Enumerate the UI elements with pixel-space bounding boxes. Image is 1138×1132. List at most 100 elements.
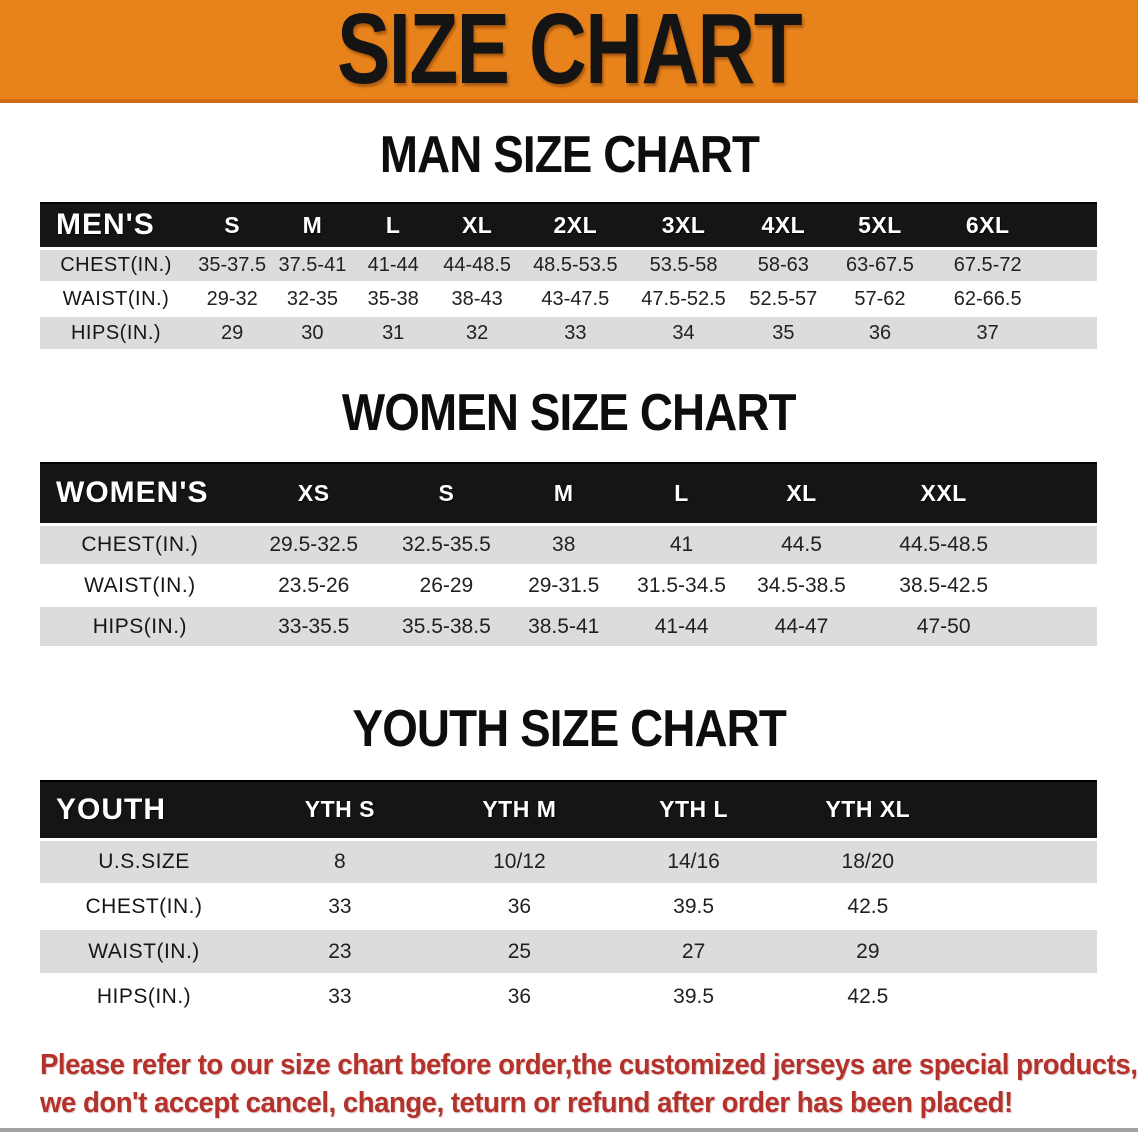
size-value: 38-43 — [433, 282, 521, 317]
size-value: 36 — [829, 316, 931, 351]
size-value: 44-48.5 — [433, 248, 521, 283]
women-group-label: WOMEN'S — [40, 463, 240, 526]
size-value: 52.5-57 — [736, 282, 830, 317]
youth-row-waist-in: WAIST(IN.) 23 25 27 29 — [40, 929, 1097, 975]
women-size-table-wrap: WOMEN'S XS S M L XL XXL CHEST(IN.) 29.5-32.5 32.5… — [40, 462, 1097, 648]
youth-column-header-yth-m: YTH M — [431, 781, 608, 841]
size-value: 57-62 — [829, 282, 931, 317]
size-value: 43-47.5 — [520, 282, 631, 317]
size-value: 36 — [431, 974, 608, 1020]
men-column-header-s: S — [192, 203, 273, 250]
women-header-row: WOMEN'S XS S M L XL XXL — [40, 463, 1097, 526]
women-section-heading: WOMEN SIZE CHART — [0, 387, 1138, 439]
men-group-label: MEN'S — [40, 203, 193, 250]
women-column-header-s: S — [387, 463, 506, 526]
disclaimer-line-2: we don't accept cancel, change, teturn o… — [40, 1087, 1013, 1119]
size-value: 32 — [433, 316, 521, 351]
youth-size-table-wrap: YOUTH YTH S YTH M YTH L YTH XL U.S.SIZE 8 10/12… — [40, 780, 1097, 1020]
men-row-hips-in: HIPS(IN.) 29 30 31 32 33 34 35 36 37 — [40, 316, 1097, 351]
size-value: 67.5-72 — [930, 248, 1046, 283]
row-spacer — [955, 884, 1097, 930]
measurement-label: WAIST(IN.) — [40, 565, 240, 607]
size-value: 33 — [520, 316, 631, 351]
women-column-header-l: L — [622, 463, 741, 526]
men-column-header-m: M — [272, 203, 353, 250]
men-size-table-wrap: MEN'S S M L XL 2XL 3XL 4XL 5XL 6XL CHEST(IN.) 35-37… — [40, 202, 1097, 351]
header-spacer — [1045, 203, 1097, 250]
row-spacer — [1045, 316, 1097, 351]
size-value: 10/12 — [431, 839, 608, 885]
men-column-header-l: L — [352, 203, 434, 250]
size-value: 42.5 — [780, 974, 956, 1020]
size-value: 38 — [505, 524, 623, 566]
youth-header-row: YOUTH YTH S YTH M YTH L YTH XL — [40, 781, 1097, 841]
men-section-heading-text: MAN SIZE CHART — [379, 126, 759, 184]
header-spacer — [1025, 463, 1097, 526]
size-value: 23.5-26 — [239, 565, 388, 607]
women-column-header-xs: XS — [239, 463, 388, 526]
men-column-header-6xl: 6XL — [930, 203, 1046, 250]
size-value: 44.5 — [740, 524, 863, 566]
men-column-header-5xl: 5XL — [829, 203, 931, 250]
youth-section-heading-text: YOUTH SIZE CHART — [352, 700, 786, 758]
men-row-waist-in: WAIST(IN.) 29-32 32-35 35-38 38-43 43-47.5 47.… — [40, 282, 1097, 317]
men-column-header-4xl: 4XL — [736, 203, 830, 250]
size-value: 34 — [630, 316, 737, 351]
size-value: 39.5 — [607, 884, 781, 930]
size-value: 29.5-32.5 — [239, 524, 388, 566]
men-row-chest-in: CHEST(IN.) 35-37.5 37.5-41 41-44 44-48.5 48.5… — [40, 248, 1097, 283]
size-value: 35 — [736, 316, 830, 351]
youth-row-hips-in: HIPS(IN.) 33 36 39.5 42.5 — [40, 974, 1097, 1020]
measurement-label: WAIST(IN.) — [40, 282, 193, 317]
size-value: 35-38 — [352, 282, 434, 317]
size-value: 32-35 — [272, 282, 353, 317]
women-row-waist-in: WAIST(IN.) 23.5-26 26-29 29-31.5 31.5-34.5 34… — [40, 565, 1097, 607]
size-value: 38.5-41 — [505, 606, 623, 648]
size-value: 38.5-42.5 — [862, 565, 1026, 607]
size-value: 44-47 — [740, 606, 863, 648]
men-size-table: MEN'S S M L XL 2XL 3XL 4XL 5XL 6XL CHEST(IN.) 35-37… — [40, 202, 1097, 351]
women-row-chest-in: CHEST(IN.) 29.5-32.5 32.5-35.5 38 41 44.5 44.5… — [40, 524, 1097, 566]
disclaimer-line-1: Please refer to our size chart before or… — [40, 1049, 1138, 1081]
size-value: 41 — [622, 524, 741, 566]
row-spacer — [1025, 606, 1097, 648]
size-value: 62-66.5 — [930, 282, 1046, 317]
women-section-heading-text: WOMEN SIZE CHART — [342, 384, 797, 442]
size-value: 42.5 — [780, 884, 956, 930]
measurement-label: HIPS(IN.) — [40, 316, 193, 351]
size-value: 37.5-41 — [272, 248, 353, 283]
size-value: 47-50 — [862, 606, 1026, 648]
banner-title: SIZE CHART — [337, 0, 803, 105]
size-value: 8 — [248, 839, 432, 885]
men-column-header-xl: XL — [433, 203, 521, 250]
measurement-label: CHEST(IN.) — [40, 524, 240, 566]
women-column-header-xl: XL — [740, 463, 863, 526]
size-value: 32.5-35.5 — [387, 524, 506, 566]
youth-section-heading: YOUTH SIZE CHART — [0, 703, 1138, 755]
disclaimer: Please refer to our size chart before or… — [40, 1046, 1138, 1122]
size-value: 27 — [607, 929, 781, 975]
women-column-header-m: M — [505, 463, 623, 526]
size-value: 41-44 — [352, 248, 434, 283]
size-value: 29-31.5 — [505, 565, 623, 607]
men-header-row: MEN'S S M L XL 2XL 3XL 4XL 5XL 6XL — [40, 203, 1097, 250]
size-value: 29 — [192, 316, 273, 351]
size-value: 53.5-58 — [630, 248, 737, 283]
measurement-label: WAIST(IN.) — [40, 929, 249, 975]
row-spacer — [1045, 282, 1097, 317]
bottom-strip — [0, 1128, 1138, 1132]
youth-column-header-yth-xl: YTH XL — [780, 781, 956, 841]
row-spacer — [1045, 248, 1097, 283]
measurement-label: HIPS(IN.) — [40, 974, 249, 1020]
men-section-heading: MAN SIZE CHART — [0, 129, 1138, 181]
row-spacer — [955, 929, 1097, 975]
size-value: 29-32 — [192, 282, 273, 317]
women-row-hips-in: HIPS(IN.) 33-35.5 35.5-38.5 38.5-41 41-44 44-… — [40, 606, 1097, 648]
size-value: 63-67.5 — [829, 248, 931, 283]
men-column-header-3xl: 3XL — [630, 203, 737, 250]
size-value: 18/20 — [780, 839, 956, 885]
size-value: 31.5-34.5 — [622, 565, 741, 607]
measurement-label: CHEST(IN.) — [40, 248, 193, 283]
youth-size-table: YOUTH YTH S YTH M YTH L YTH XL U.S.SIZE 8 10/12… — [40, 780, 1097, 1020]
youth-column-header-yth-l: YTH L — [607, 781, 781, 841]
